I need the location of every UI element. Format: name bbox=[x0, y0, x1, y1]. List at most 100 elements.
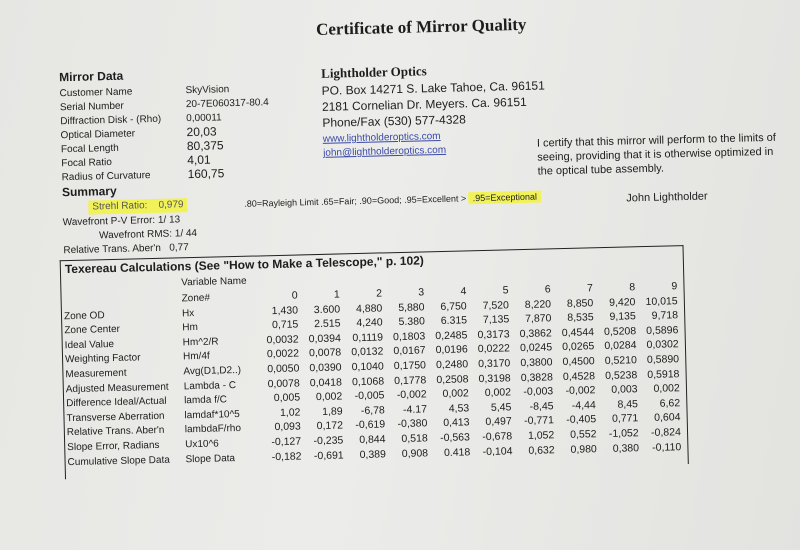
rms-label: Wavefront RMS: bbox=[98, 228, 173, 242]
table-cell: -0,824 bbox=[650, 426, 681, 439]
rta-value: 0,77 bbox=[169, 242, 189, 254]
mirror-field-value: 160,75 bbox=[187, 166, 225, 182]
table-cell: 5,45 bbox=[490, 401, 512, 414]
row-variable: Zone# bbox=[181, 292, 211, 305]
table-cell: 1,89 bbox=[322, 405, 343, 418]
table-cell: 0,1803 bbox=[392, 330, 426, 343]
table-cell: 0,1068 bbox=[351, 375, 385, 388]
row-variable: Slope Data bbox=[185, 452, 236, 465]
row-variable: Hm bbox=[182, 322, 199, 334]
table-cell: 4,240 bbox=[356, 316, 383, 330]
table-cell: 0 bbox=[291, 289, 298, 302]
table-cell: 2.515 bbox=[314, 317, 341, 331]
table-cell: -0,005 bbox=[354, 389, 385, 403]
pv-value: 1/ 13 bbox=[157, 214, 181, 226]
table-cell: 0,002 bbox=[484, 386, 512, 400]
table-cell: -0,771 bbox=[523, 414, 555, 428]
table-cell: -0,235 bbox=[313, 434, 344, 448]
table-cell: 0,0284 bbox=[604, 339, 637, 353]
company-phone: Phone/Fax (530) 577-4328 bbox=[322, 112, 466, 130]
table-cell: 8,45 bbox=[617, 398, 639, 411]
table-cell: 0,0265 bbox=[562, 340, 595, 354]
table-cell: 9 bbox=[671, 280, 678, 293]
table-cell: 8,850 bbox=[566, 296, 594, 310]
table-cell: -4,44 bbox=[571, 399, 596, 412]
table-cell: 0,604 bbox=[654, 411, 681, 425]
table-cell: 0,3862 bbox=[519, 327, 552, 340]
table-cell: -0,110 bbox=[652, 440, 682, 454]
table-cell: 0,844 bbox=[359, 433, 386, 447]
table-cell: 6.315 bbox=[440, 314, 468, 328]
rta-label: Relative Trans. Aber'n bbox=[63, 242, 162, 257]
table-cell: 9,420 bbox=[609, 295, 636, 309]
table-cell: 10,015 bbox=[645, 294, 678, 308]
table-cell: 0,0022 bbox=[266, 347, 300, 361]
table-cell: -0,182 bbox=[271, 450, 302, 463]
row-label: Adjusted Measurement bbox=[65, 381, 169, 395]
table-cell: 0,1778 bbox=[394, 373, 427, 387]
table-cell: 5,880 bbox=[398, 301, 425, 314]
relative-trans-row: Relative Trans. Aber'n 0,77 bbox=[63, 242, 189, 257]
table-cell: -0,563 bbox=[439, 431, 471, 445]
table-cell: -4.17 bbox=[402, 403, 428, 416]
table-cell: -0,405 bbox=[566, 413, 597, 427]
company-name: Lightholder Optics bbox=[320, 63, 427, 81]
table-cell: 0,632 bbox=[528, 443, 555, 457]
table-cell: 0,3800 bbox=[520, 356, 553, 370]
table-cell: 0,0418 bbox=[309, 376, 343, 389]
row-label: Zone OD bbox=[63, 309, 105, 322]
strehl-ratio-value: 0,979 bbox=[158, 199, 184, 211]
company-email-link[interactable]: john@lightholderoptics.com bbox=[322, 144, 447, 159]
table-cell: 0,0132 bbox=[351, 345, 384, 359]
document-title: Certificate of Mirror Quality bbox=[315, 14, 527, 39]
table-cell: -6,78 bbox=[360, 404, 385, 417]
table-cell: 0,380 bbox=[612, 441, 640, 455]
table-cell: 0,3198 bbox=[478, 371, 511, 385]
table-cell: 6,62 bbox=[659, 396, 681, 410]
mirror-field-value: 80,375 bbox=[186, 138, 224, 154]
table-cell: 0,4528 bbox=[562, 369, 596, 383]
table-cell: 0,3173 bbox=[477, 328, 510, 341]
row-variable: Ux10^6 bbox=[185, 438, 219, 451]
texereau-title: Texereau Calculations (See "How to Make … bbox=[64, 253, 425, 277]
mirror-field-label: Customer Name bbox=[59, 86, 133, 100]
table-cell: 4,53 bbox=[448, 402, 470, 415]
table-cell: 4 bbox=[460, 285, 467, 298]
table-cell: 9,135 bbox=[609, 310, 636, 324]
table-cell: 0,1750 bbox=[393, 359, 427, 373]
table-cell: 0,3170 bbox=[478, 357, 511, 371]
table-cell: 0,0196 bbox=[435, 343, 468, 357]
table-cell: 1,02 bbox=[279, 406, 301, 419]
table-cell: 7,520 bbox=[482, 298, 510, 312]
mirror-field-label: Focal Length bbox=[60, 142, 119, 156]
company-website-link[interactable]: www.lightholderoptics.com bbox=[322, 130, 441, 145]
table-cell: 8,535 bbox=[567, 311, 594, 325]
mirror-field-label: Serial Number bbox=[59, 100, 124, 114]
table-cell: 0,0222 bbox=[477, 342, 511, 356]
row-label: Slope Error, Radians bbox=[67, 439, 160, 454]
table-cell: 0,005 bbox=[273, 391, 301, 405]
table-cell: 0,0078 bbox=[267, 377, 300, 390]
row-label: Cumulative Slope Data bbox=[67, 454, 170, 468]
signature: John Lightholder bbox=[626, 190, 708, 205]
table-cell: 0,497 bbox=[485, 415, 512, 429]
table-cell: 0,413 bbox=[443, 416, 470, 430]
row-label: Difference Ideal/Actual bbox=[66, 395, 167, 410]
table-cell: 6,750 bbox=[440, 299, 467, 313]
table-cell: 0,3828 bbox=[520, 370, 553, 384]
mirror-field-value: 0,00011 bbox=[186, 112, 222, 125]
row-label: Zone Center bbox=[64, 324, 121, 337]
table-cell: 0,0078 bbox=[308, 346, 342, 360]
table-cell: 0,715 bbox=[271, 318, 299, 332]
mirror-field-value: 4,01 bbox=[187, 152, 211, 168]
table-cell: 2 bbox=[375, 287, 383, 300]
summary-heading: Summary bbox=[61, 183, 117, 200]
strehl-scale-highlight: .95=Exceptional bbox=[468, 190, 542, 205]
table-cell: 0,002 bbox=[442, 387, 469, 401]
table-cell: 0,552 bbox=[570, 428, 597, 441]
table-cell: -0,619 bbox=[355, 418, 386, 432]
table-cell: 0,5208 bbox=[603, 325, 637, 338]
table-cell: 1,430 bbox=[271, 304, 299, 317]
table-cell: 0,5896 bbox=[646, 324, 679, 337]
